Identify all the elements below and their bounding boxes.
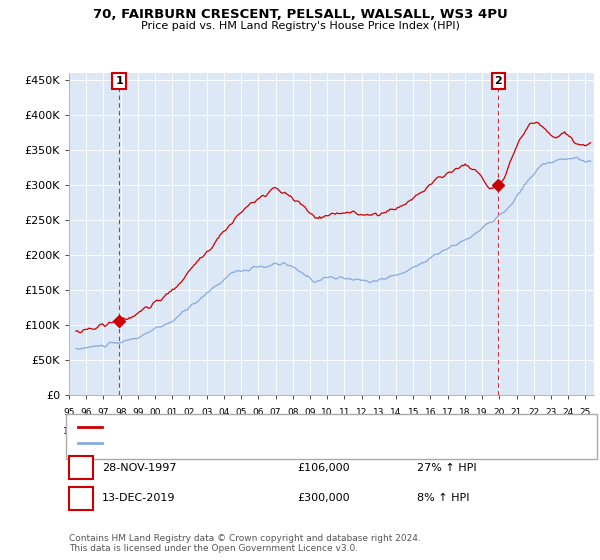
- Text: 2: 2: [77, 493, 85, 503]
- Text: 98: 98: [115, 408, 127, 417]
- Text: 20: 20: [407, 427, 419, 436]
- Text: 20: 20: [580, 427, 591, 436]
- Text: 20: 20: [442, 427, 454, 436]
- Text: 20: 20: [339, 427, 350, 436]
- Text: 20: 20: [459, 427, 470, 436]
- Text: 20: 20: [287, 427, 298, 436]
- Text: 20: 20: [167, 427, 178, 436]
- Text: HPI: Average price, detached house, Walsall: HPI: Average price, detached house, Wals…: [108, 438, 328, 448]
- Text: 12: 12: [356, 408, 367, 417]
- Text: 1: 1: [115, 76, 123, 86]
- Text: Contains HM Land Registry data © Crown copyright and database right 2024.
This d: Contains HM Land Registry data © Crown c…: [69, 534, 421, 553]
- Text: 8% ↑ HPI: 8% ↑ HPI: [417, 493, 469, 503]
- Text: 23: 23: [545, 408, 557, 417]
- Text: 18: 18: [459, 408, 470, 417]
- Text: 95: 95: [63, 408, 75, 417]
- Text: 04: 04: [218, 408, 230, 417]
- Text: 19: 19: [63, 427, 75, 436]
- Text: 27% ↑ HPI: 27% ↑ HPI: [417, 463, 476, 473]
- Text: 11: 11: [338, 408, 350, 417]
- Text: 01: 01: [167, 408, 178, 417]
- Text: 96: 96: [80, 408, 92, 417]
- Text: 20: 20: [391, 427, 402, 436]
- Text: 20: 20: [528, 427, 539, 436]
- Text: 28-NOV-1997: 28-NOV-1997: [102, 463, 176, 473]
- Text: 00: 00: [149, 408, 161, 417]
- Text: 15: 15: [407, 408, 419, 417]
- Text: 20: 20: [270, 427, 281, 436]
- Text: 20: 20: [511, 427, 522, 436]
- Text: 25: 25: [580, 408, 591, 417]
- Text: 70, FAIRBURN CRESCENT, PELSALL, WALSALL, WS3 4PU (detached house): 70, FAIRBURN CRESCENT, PELSALL, WALSALL,…: [108, 422, 476, 432]
- Text: 19: 19: [98, 427, 109, 436]
- Text: 19: 19: [132, 427, 143, 436]
- Text: 07: 07: [270, 408, 281, 417]
- Text: 70, FAIRBURN CRESCENT, PELSALL, WALSALL, WS3 4PU: 70, FAIRBURN CRESCENT, PELSALL, WALSALL,…: [92, 8, 508, 21]
- Text: 20: 20: [425, 427, 436, 436]
- Text: 13-DEC-2019: 13-DEC-2019: [102, 493, 176, 503]
- Text: 20: 20: [476, 427, 488, 436]
- Text: 09: 09: [304, 408, 316, 417]
- Text: 2: 2: [494, 76, 502, 86]
- Text: 20: 20: [322, 427, 333, 436]
- Text: £106,000: £106,000: [297, 463, 350, 473]
- Text: 20: 20: [253, 427, 264, 436]
- Text: 20: 20: [235, 427, 247, 436]
- Text: 20: 20: [545, 427, 557, 436]
- Text: 20: 20: [373, 427, 385, 436]
- Text: 13: 13: [373, 408, 385, 417]
- Text: 99: 99: [132, 408, 143, 417]
- Text: 21: 21: [511, 408, 522, 417]
- Text: Price paid vs. HM Land Registry's House Price Index (HPI): Price paid vs. HM Land Registry's House …: [140, 21, 460, 31]
- Text: 1: 1: [77, 463, 85, 473]
- Text: 02: 02: [184, 408, 195, 417]
- Text: 03: 03: [201, 408, 212, 417]
- Text: 19: 19: [476, 408, 488, 417]
- Text: 17: 17: [442, 408, 454, 417]
- Text: 19: 19: [115, 427, 127, 436]
- Text: 20: 20: [184, 427, 195, 436]
- Text: 20: 20: [201, 427, 212, 436]
- Text: 20: 20: [494, 427, 505, 436]
- Text: 20: 20: [149, 427, 161, 436]
- Text: 20: 20: [494, 408, 505, 417]
- Text: 08: 08: [287, 408, 299, 417]
- Text: 20: 20: [218, 427, 230, 436]
- Text: 20: 20: [562, 427, 574, 436]
- Text: 97: 97: [98, 408, 109, 417]
- Text: 16: 16: [425, 408, 436, 417]
- Text: 20: 20: [304, 427, 316, 436]
- Text: 24: 24: [563, 408, 574, 417]
- Text: 06: 06: [253, 408, 264, 417]
- Text: 20: 20: [356, 427, 367, 436]
- Text: 22: 22: [528, 408, 539, 417]
- Text: 10: 10: [322, 408, 333, 417]
- Text: 05: 05: [235, 408, 247, 417]
- Text: £300,000: £300,000: [297, 493, 350, 503]
- Text: 14: 14: [391, 408, 402, 417]
- Text: 19: 19: [80, 427, 92, 436]
